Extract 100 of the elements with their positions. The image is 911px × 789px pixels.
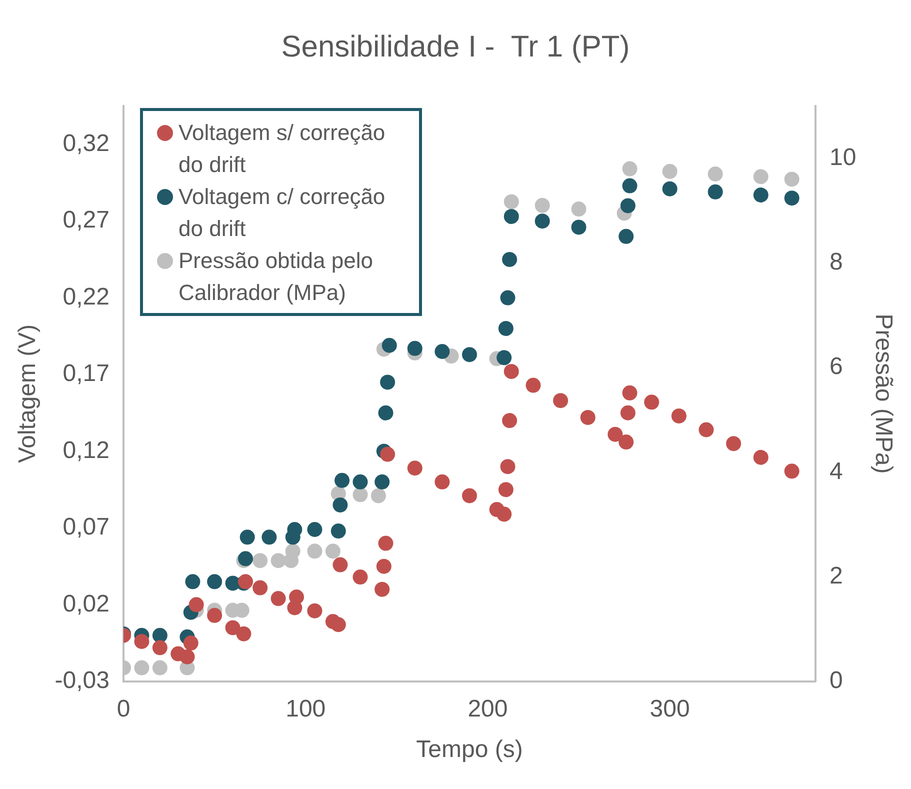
point: [185, 574, 200, 590]
point: [152, 628, 168, 643]
y2-tick-label: 0: [830, 667, 843, 694]
point: [526, 378, 541, 393]
point: [380, 374, 396, 390]
point: [334, 472, 350, 488]
point: [289, 590, 304, 605]
point: [378, 405, 394, 420]
point: [207, 574, 222, 590]
point: [500, 459, 516, 474]
point: [240, 530, 255, 545]
point: [504, 194, 519, 210]
point: [644, 394, 660, 410]
point: [698, 422, 714, 438]
point: [332, 497, 348, 512]
point: [580, 410, 596, 425]
point: [662, 181, 678, 196]
point: [553, 393, 568, 408]
y2-axis-title: Pressão (MPa): [870, 314, 897, 474]
point: [325, 544, 340, 559]
point: [380, 446, 396, 462]
point: [708, 184, 723, 200]
x-tick-label: 100: [286, 695, 326, 722]
point: [500, 290, 516, 306]
point: [370, 488, 386, 504]
point: [382, 338, 397, 353]
point: [236, 626, 252, 642]
point: [534, 214, 550, 229]
point: [571, 202, 586, 217]
point: [622, 161, 638, 176]
point: [180, 649, 195, 664]
point: [662, 164, 678, 179]
point: [671, 408, 686, 424]
point: [571, 220, 586, 235]
point: [753, 187, 768, 202]
point: [262, 530, 277, 545]
point: [270, 553, 286, 568]
y2-tick-label: 6: [830, 353, 843, 380]
point: [207, 608, 222, 623]
y-tick-label: 0,22: [62, 283, 110, 310]
legend-label: Voltagem c/ correção do drift: [178, 183, 386, 243]
point: [620, 198, 636, 214]
x-tick-label: 200: [468, 695, 508, 722]
point: [152, 640, 168, 656]
point: [374, 582, 390, 597]
point: [352, 570, 368, 585]
point: [134, 660, 150, 676]
point: [496, 506, 512, 522]
point: [434, 474, 450, 490]
point: [784, 190, 800, 206]
point: [496, 350, 512, 366]
point: [225, 620, 240, 636]
point: [285, 544, 300, 559]
point: [270, 591, 286, 606]
point: [376, 558, 392, 574]
point: [287, 522, 302, 537]
point: [330, 524, 346, 539]
point: [307, 603, 322, 618]
point: [434, 344, 450, 360]
y-tick-label: 0,07: [62, 514, 110, 541]
y-tick-label: 0,12: [62, 436, 110, 464]
point: [134, 634, 150, 650]
point: [498, 320, 514, 336]
y2-tick-label: 10: [830, 144, 856, 171]
point: [784, 172, 800, 187]
point: [188, 597, 204, 612]
point: [152, 660, 168, 676]
y-tick-label: 0,27: [62, 206, 110, 234]
point: [407, 340, 422, 356]
point: [618, 228, 634, 244]
point: [332, 557, 348, 572]
point: [307, 544, 322, 559]
legend-label: Voltagem s/ correção do drift: [178, 119, 386, 179]
point: [504, 364, 519, 379]
chart-title: Sensibilidade I - Tr 1 (PT): [281, 30, 630, 64]
y-tick-label: 0,02: [62, 590, 110, 618]
point: [534, 198, 550, 213]
point: [374, 474, 390, 490]
point: [620, 405, 636, 420]
point: [352, 474, 368, 490]
point: [784, 464, 800, 479]
point: [183, 636, 198, 651]
point: [502, 252, 518, 267]
point: [504, 208, 519, 224]
point: [753, 169, 768, 184]
y-tick-label: -0,03: [54, 667, 110, 694]
point: [407, 460, 422, 476]
x-tick-label: 300: [650, 695, 690, 722]
point: [252, 553, 268, 568]
point: [618, 434, 634, 450]
point: [252, 580, 268, 596]
point: [608, 426, 623, 442]
y-axis-title: Voltagem (V): [14, 324, 42, 464]
point: [502, 413, 518, 428]
x-axis-title: Tempo (s): [416, 736, 523, 764]
point: [330, 617, 346, 632]
x-tick-label: 0: [116, 695, 130, 722]
point: [708, 166, 723, 182]
y2-tick-label: 2: [830, 562, 843, 590]
point: [462, 488, 478, 504]
